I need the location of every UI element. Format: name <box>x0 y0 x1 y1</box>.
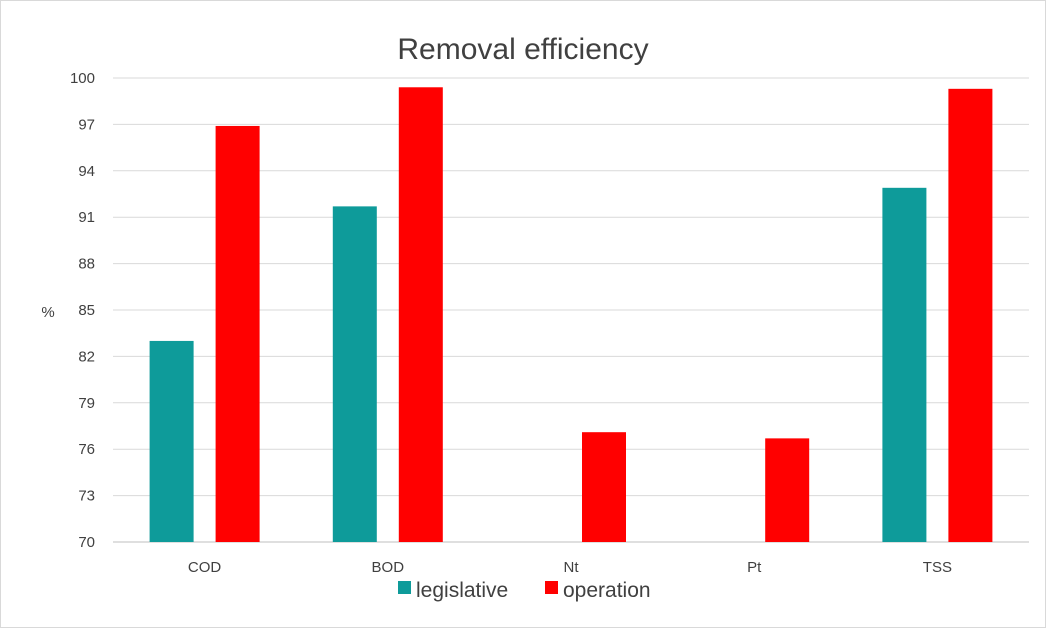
y-axis-label: % <box>41 304 54 321</box>
x-tick-label: BOD <box>372 559 405 576</box>
bar-legislative-bod <box>332 206 377 542</box>
y-tick-label: 91 <box>78 209 95 226</box>
legend-label-legislative: legislative <box>416 579 508 602</box>
x-tick-label: Pt <box>747 559 762 576</box>
legend-swatch-operation <box>545 581 558 594</box>
bar-operation-nt <box>582 432 626 542</box>
x-tick-label: Nt <box>564 559 580 576</box>
y-tick-label: 70 <box>78 534 95 551</box>
y-tick-label: 85 <box>78 302 95 319</box>
bar-operation-tss <box>948 88 993 543</box>
x-tick-label: COD <box>188 559 222 576</box>
y-tick-label: 94 <box>78 163 95 180</box>
bar-operation-bod <box>398 87 443 542</box>
y-tick-label: 76 <box>78 441 95 458</box>
legend-swatch-legislative <box>398 581 411 594</box>
legend-label-operation: operation <box>563 579 651 602</box>
y-tick-label: 88 <box>78 256 95 273</box>
x-tick-label: TSS <box>923 559 952 576</box>
chart-title: Removal efficiency <box>397 33 648 66</box>
bar-legislative-tss <box>882 187 927 542</box>
bar-legislative-cod <box>149 340 194 542</box>
y-tick-label: 82 <box>78 348 95 365</box>
legend: legislative operation <box>398 579 651 602</box>
bar-operation-cod <box>215 125 260 543</box>
gridlines <box>113 77 1029 543</box>
y-tick-label: 97 <box>78 116 95 133</box>
y-tick-label: 79 <box>78 395 95 412</box>
y-tick-label: 73 <box>78 488 95 505</box>
bars <box>149 87 993 543</box>
y-tick-label: 100 <box>70 70 95 87</box>
tick-labels: 70 73 76 79 82 85 88 91 94 97 100 COD BOD Nt Pt TSS <box>70 70 952 576</box>
bar-operation-pt <box>765 438 810 542</box>
